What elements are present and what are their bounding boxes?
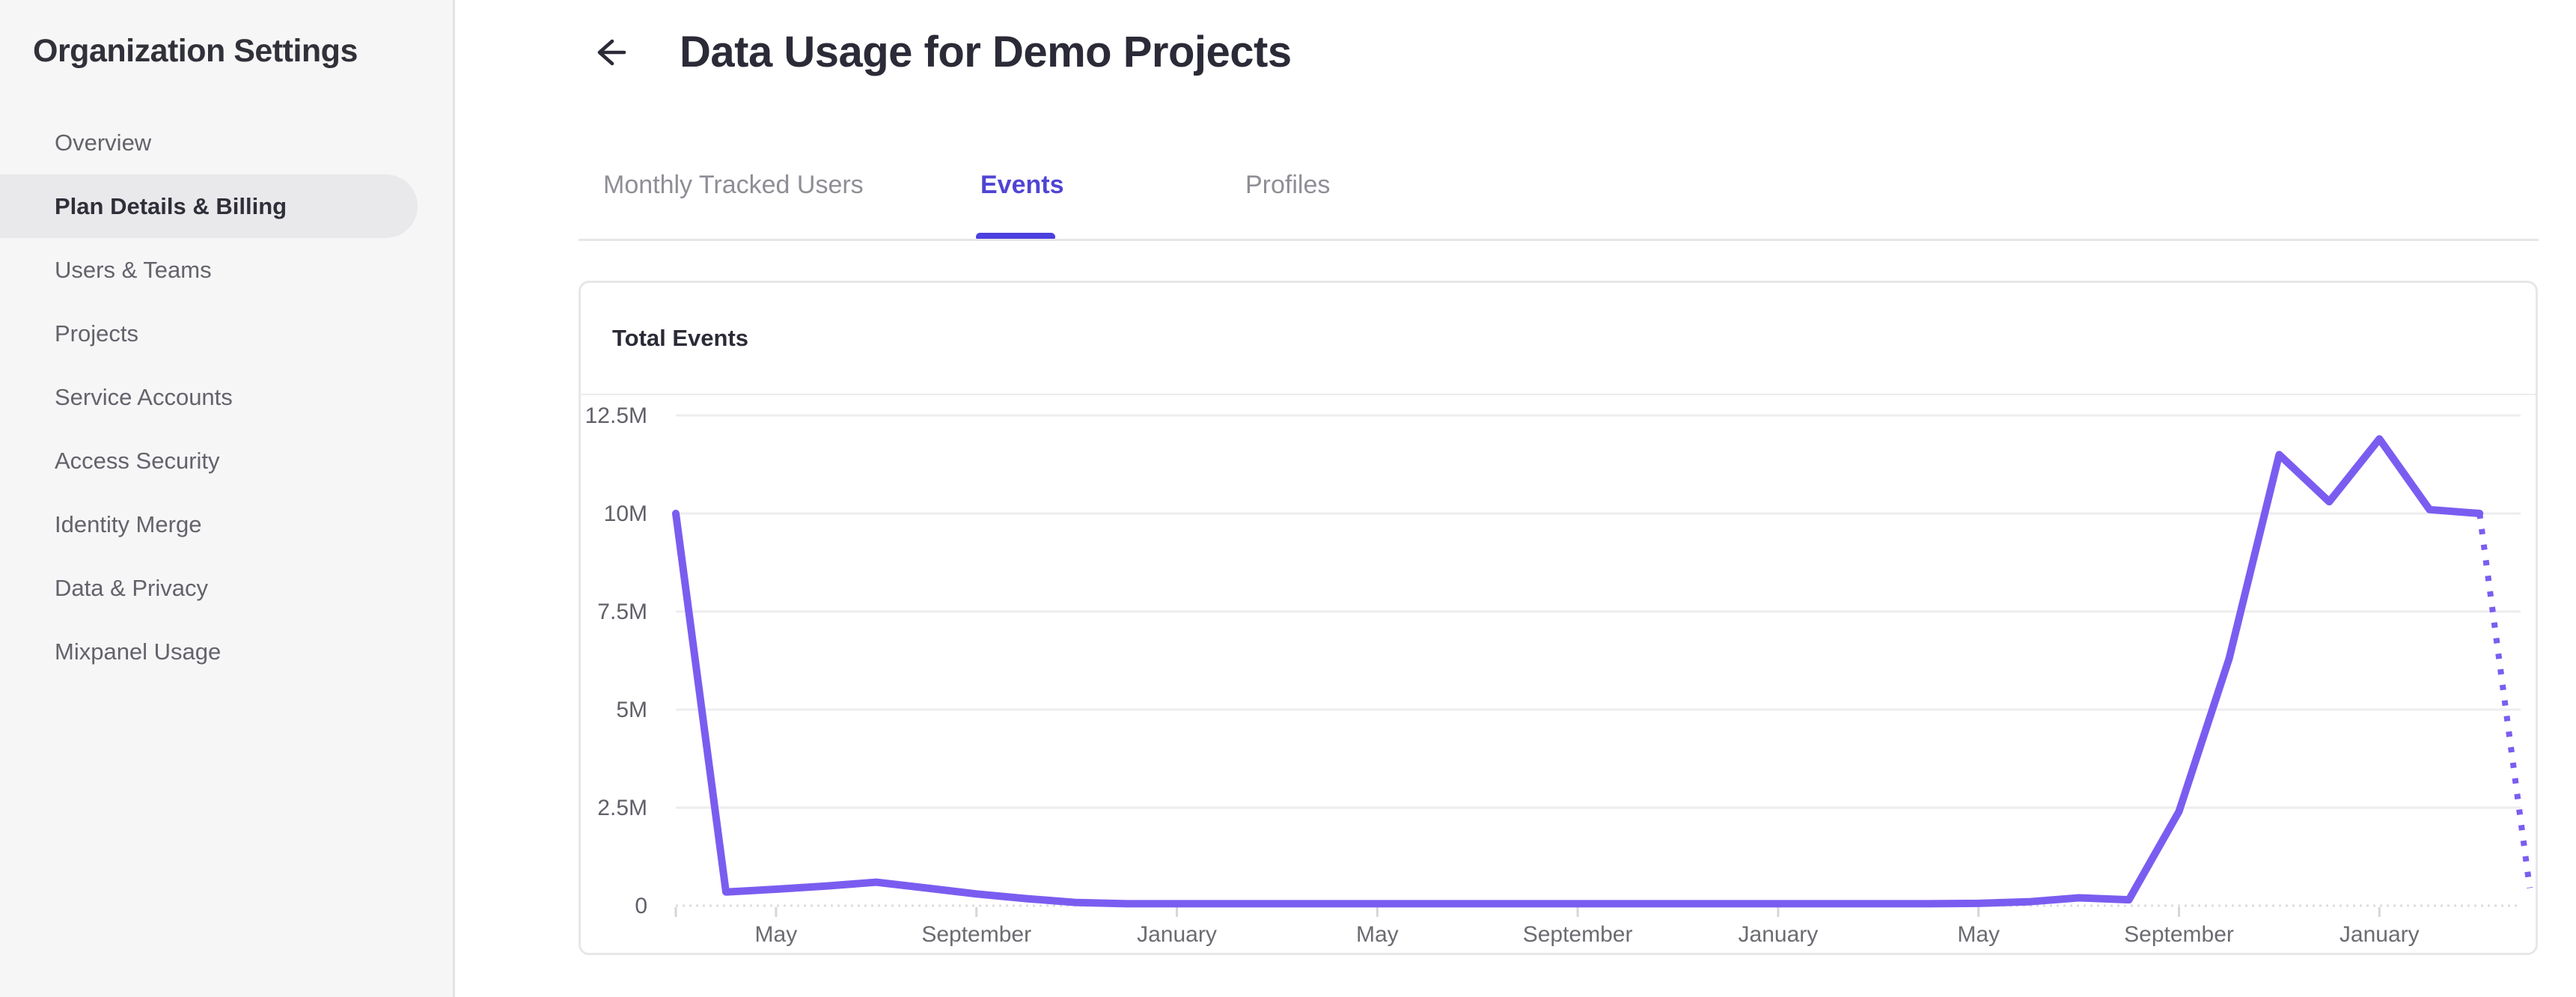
- x-axis-label: January: [2340, 922, 2420, 947]
- sidebar-item-mixpanel-usage[interactable]: Mixpanel Usage: [55, 638, 222, 665]
- back-button[interactable]: [590, 33, 629, 72]
- x-axis-label: September: [1523, 922, 1633, 947]
- x-axis-label: September: [2124, 922, 2234, 947]
- x-axis-label: May: [755, 922, 798, 947]
- x-axis-label: January: [1739, 922, 1819, 947]
- y-axis-label: 10M: [604, 501, 647, 526]
- sidebar-item-service-accounts[interactable]: Service Accounts: [55, 383, 233, 410]
- tab-events[interactable]: Events: [980, 171, 1064, 199]
- card-divider: [581, 394, 2536, 395]
- total-events-chart[interactable]: 0 2.5M 5M 7.5M 10M 12.5M May September January Ma…: [581, 395, 2536, 954]
- y-axis-label: 12.5M: [585, 403, 647, 428]
- total-events-line: [672, 435, 2484, 908]
- sidebar-item-identity-merge[interactable]: Identity Merge: [55, 510, 202, 537]
- left-arrow-icon: [590, 33, 629, 72]
- sidebar-item-plan-details-billing[interactable]: Plan Details & Billing: [0, 174, 418, 238]
- tab-profiles[interactable]: Profiles: [1245, 171, 1331, 199]
- chart-title: Total Events: [612, 325, 749, 351]
- tab-monthly-tracked-users[interactable]: Monthly Tracked Users: [603, 171, 864, 199]
- sidebar-item-data-privacy[interactable]: Data & Privacy: [55, 574, 209, 601]
- x-axis-label: January: [1137, 922, 1217, 947]
- y-axis-label: 5M: [616, 698, 647, 722]
- active-tab-underline: [976, 233, 1055, 241]
- page-title: Data Usage for Demo Projects: [680, 28, 1292, 76]
- total-events-card: Total Events 0 2.5M 5M 7.5M 10M 12.5M May Septe…: [579, 281, 2538, 955]
- x-axis-label: September: [921, 922, 1031, 947]
- sidebar-nav: Overview Plan Details & Billing Users & …: [0, 111, 455, 683]
- sidebar-item-access-security[interactable]: Access Security: [55, 447, 220, 474]
- y-axis-label: 2.5M: [597, 796, 647, 820]
- organization-settings-sidebar: Organization Settings Overview Plan Deta…: [0, 0, 455, 997]
- x-axis-label: May: [1957, 922, 2000, 947]
- sidebar-title: Organization Settings: [33, 33, 358, 69]
- y-axis-label: 7.5M: [597, 600, 647, 624]
- x-axis-label: May: [1356, 922, 1399, 947]
- sidebar-item-users-teams[interactable]: Users & Teams: [55, 256, 212, 283]
- sidebar-item-overview[interactable]: Overview: [55, 129, 152, 156]
- sidebar-item-projects[interactable]: Projects: [55, 320, 138, 347]
- y-axis-label: 0: [635, 894, 647, 918]
- total-events-line-forecast-dotted: [2476, 513, 2533, 888]
- chart-canvas[interactable]: 0 2.5M 5M 7.5M 10M 12.5M May September January Ma…: [581, 395, 2536, 954]
- tabs-divider: [579, 239, 2539, 241]
